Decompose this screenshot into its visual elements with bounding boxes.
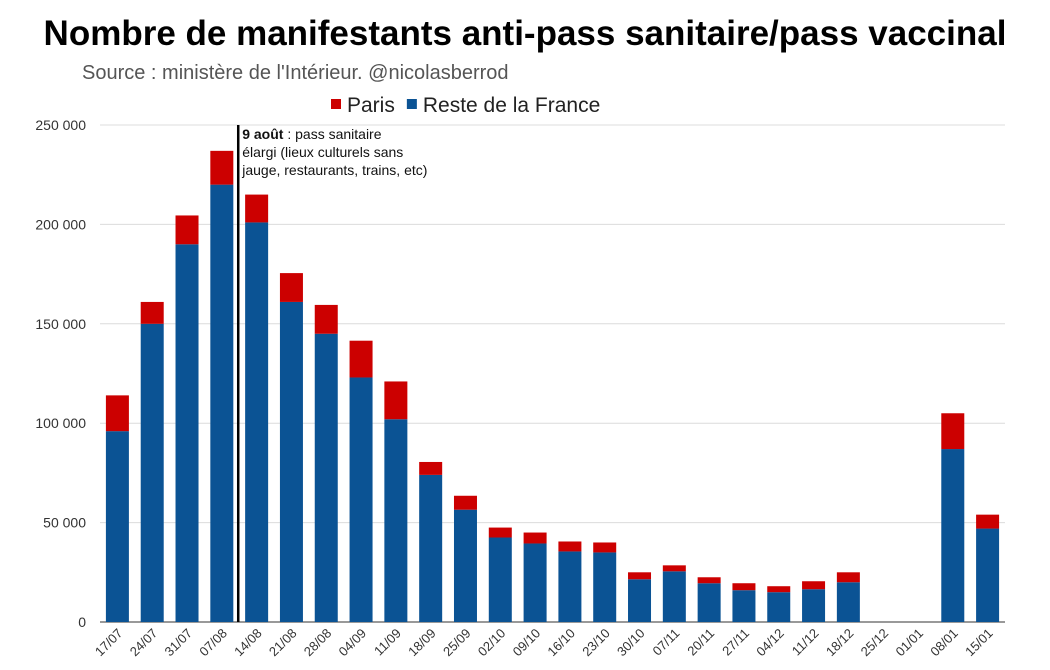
bar-reste-04/09 [349,377,373,622]
y-tick-label: 200 000 [35,216,86,232]
x-tick-label: 27/11 [719,626,752,659]
bar-reste-18/12 [836,582,860,622]
bar-paris-15/01 [976,514,1000,529]
bar-reste-15/01 [976,528,1000,622]
x-tick-label: 07/11 [650,626,683,659]
bar-paris-27/11 [732,583,756,591]
bar-reste-28/08 [314,333,338,622]
x-tick-label: 23/10 [579,626,613,660]
x-tick-label: 08/01 [927,626,961,660]
x-tick-label: 25/09 [440,626,474,660]
bar-reste-27/11 [732,590,756,622]
legend: Paris Reste de la France [331,94,600,117]
bar-reste-21/08 [279,301,303,622]
bar-paris-11/09 [384,381,408,420]
x-tick-label: 02/10 [475,626,509,660]
bar-paris-28/08 [314,304,338,334]
bar-paris-18/12 [836,572,860,583]
gridlines [100,124,1005,623]
annotation-rest: : pass sanitaire [283,126,381,142]
y-tick-label: 100 000 [35,415,86,431]
bar-paris-18/09 [419,461,443,475]
bar-reste-30/10 [628,579,652,622]
bar-reste-02/10 [488,537,512,622]
bar-paris-21/08 [279,273,303,302]
x-tick-label: 20/11 [684,626,717,659]
bar-paris-25/09 [453,495,477,510]
bar-reste-07/08 [210,184,234,622]
legend-swatch-1 [406,99,417,109]
x-tick-label: 18/12 [823,626,857,660]
bar-reste-31/07 [175,244,199,622]
bar-paris-11/12 [802,581,826,590]
bar-paris-14/08 [245,194,269,223]
bar-reste-14/08 [245,222,269,623]
x-tick-label: 21/08 [266,626,300,660]
chart-subtitle: Source : ministère de l'Intérieur. @nico… [82,62,509,84]
y-axis-ticks: 250 000 200 000 150 000 100 000 50 000 0 [35,117,86,630]
bar-paris-30/10 [628,572,652,580]
x-tick-label: 18/09 [405,626,439,660]
annotation-line-2: élargi (lieux culturels sans [242,144,403,160]
x-tick-label: 07/08 [196,626,230,660]
x-tick-label: 24/07 [127,626,161,660]
y-tick-label: 0 [78,614,86,630]
bar-paris-02/10 [488,527,512,538]
bars [105,150,1000,623]
bar-paris-07/11 [662,565,686,572]
x-tick-label: 30/10 [614,626,648,660]
x-tick-label: 14/08 [231,626,265,660]
bar-reste-17/07 [105,431,129,622]
annotation-line-1: 9 août : pass sanitaire [242,126,381,142]
legend-swatch-0 [331,99,341,109]
x-tick-label: 28/08 [301,626,335,660]
bar-paris-20/11 [697,577,721,584]
bar-reste-11/09 [384,419,408,622]
x-tick-label: 11/12 [789,626,822,659]
bar-paris-04/09 [349,340,373,378]
bar-paris-04/12 [767,586,791,593]
x-tick-label: 17/07 [92,626,126,660]
bar-paris-07/08 [210,150,234,185]
x-tick-label: 04/12 [753,626,787,660]
bar-paris-23/10 [593,542,617,553]
bar-paris-09/10 [523,532,547,544]
y-tick-label: 50 000 [43,515,86,531]
y-tick-label: 150 000 [35,316,86,332]
bar-paris-16/10 [558,541,582,552]
bar-reste-11/12 [802,589,826,622]
bar-paris-31/07 [175,215,199,245]
x-tick-label: 04/09 [336,626,370,660]
bar-reste-23/10 [593,552,617,622]
x-axis-ticks: 17/07 24/07 31/07 07/08 14/08 21/08 28/08 04/09… [92,626,996,660]
y-tick-label: 250 000 [35,117,86,133]
bar-reste-07/11 [662,571,686,622]
annotation-line-3: jauge, restaurants, trains, etc) [241,162,427,178]
x-tick-label: 31/07 [162,626,196,660]
bar-reste-08/01 [941,449,965,622]
bar-reste-25/09 [453,509,477,622]
bar-reste-04/12 [767,592,791,622]
x-tick-label: 25/12 [858,626,892,660]
x-tick-label: 09/10 [510,626,544,660]
bar-paris-24/07 [140,301,164,324]
legend-label-0: Paris [347,94,395,117]
bar-reste-24/07 [140,323,164,622]
bar-paris-08/01 [941,413,965,450]
x-tick-label: 01/01 [892,626,926,660]
annotation-bold: 9 août [242,126,284,142]
x-tick-label: 15/01 [962,626,996,660]
bar-reste-20/11 [697,583,721,622]
bar-reste-16/10 [558,551,582,622]
legend-label-1: Reste de la France [423,94,600,117]
x-tick-label: 11/09 [371,626,404,659]
bar-reste-09/10 [523,543,547,622]
bar-reste-18/09 [419,474,443,622]
bar-paris-17/07 [105,395,129,432]
chart-title: Nombre de manifestants anti-pass sanitai… [43,14,1007,53]
x-tick-label: 16/10 [544,626,578,660]
